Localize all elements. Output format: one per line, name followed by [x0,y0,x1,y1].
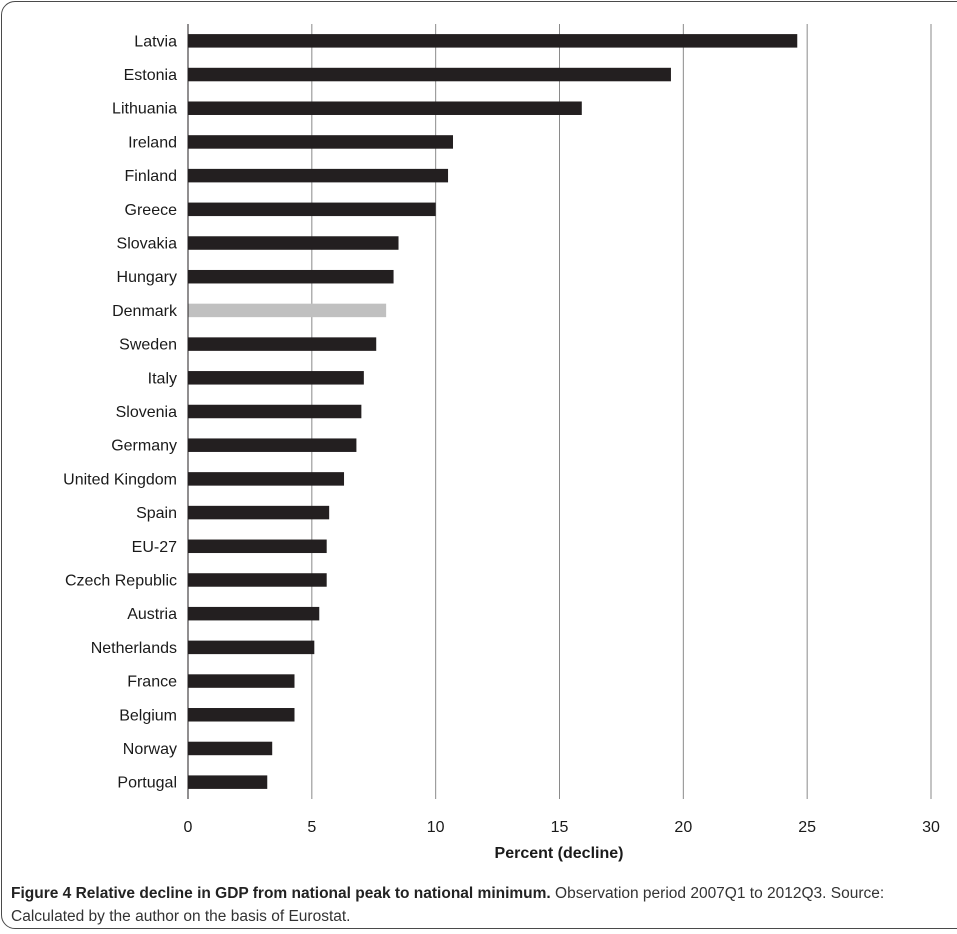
bar [188,371,364,385]
category-label: Czech Republic [65,572,177,589]
bar [188,741,273,756]
category-label: Italy [148,370,177,387]
caption-text: Observation period 2007Q1 to 2012Q3. Sou… [11,885,885,925]
bar [188,404,362,419]
category-label: Norway [123,741,177,758]
bar [188,708,295,722]
bar [188,640,315,655]
bar [188,337,377,351]
category-label: EU-27 [132,539,177,556]
category-label: Portugal [117,775,177,792]
category-label: Belgium [119,707,177,724]
x-axis-label: Percent (decline) [495,845,624,862]
bar [188,573,327,587]
gridlines [311,24,932,799]
bar [188,674,295,688]
category-label: Sweden [119,337,177,354]
category-label: United Kingdom [63,471,177,488]
x-tick-label: 5 [307,819,316,836]
bar [188,168,449,183]
bar [188,67,671,82]
bar [188,606,320,621]
category-label: Latvia [134,33,177,50]
x-tick-label: 10 [427,819,445,836]
figure-caption: Figure 4 Relative decline in GDP from na… [11,882,951,928]
category-label: Germany [111,438,177,455]
x-tick-label: 25 [798,819,816,836]
bar [188,236,399,250]
x-tick-label: 30 [922,819,940,836]
category-label: France [127,674,177,691]
category-label: Slovakia [117,236,178,253]
category-label: Hungary [117,269,177,286]
bar [188,202,436,217]
x-tick-label: 15 [551,819,569,836]
bar [188,505,330,520]
bar [188,34,798,48]
bar [188,269,394,284]
category-label: Ireland [128,134,177,151]
category-labels: Latvia Estonia Lithuania Ireland Finland Gree… [63,33,178,791]
category-label: Estonia [124,67,177,84]
bar-chart: Latvia Estonia Lithuania Ireland Finland Gree… [63,24,940,862]
category-label: Lithuania [112,101,177,118]
bar [188,303,387,318]
x-tick-labels: 0 5 10 15 20 25 30 [184,819,940,836]
category-label: Austria [127,606,177,623]
caption-label: Figure 4 Relative decline in GDP from na… [11,885,551,902]
bar [188,135,454,149]
bar [188,775,268,789]
bars [188,34,798,789]
category-label: Greece [125,202,178,219]
x-tick-label: 20 [674,819,692,836]
category-label: Slovenia [116,404,177,421]
bar [188,101,582,115]
category-label: Netherlands [91,640,177,657]
x-tick-label: 0 [184,819,193,836]
bar [188,438,357,452]
category-label: Finland [125,168,177,185]
category-label: Spain [136,505,177,522]
bar [188,472,345,486]
category-label: Denmark [112,303,178,320]
bar [188,539,327,554]
